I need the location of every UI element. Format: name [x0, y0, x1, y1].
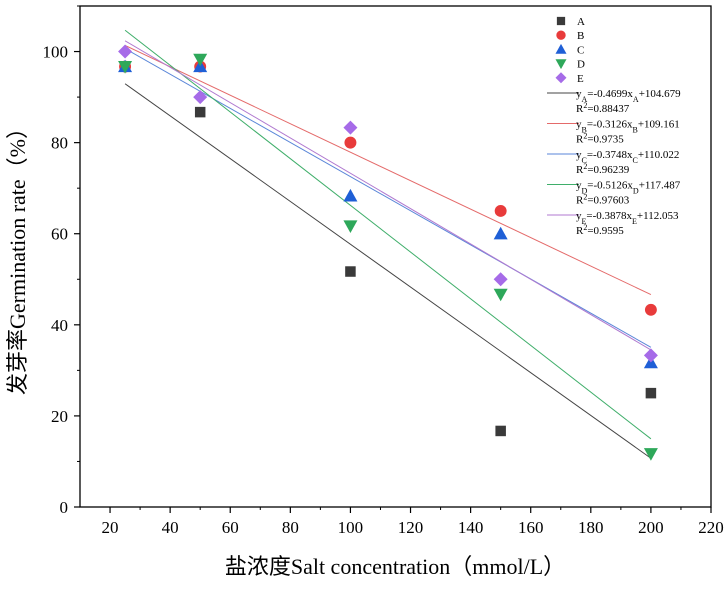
fit-r2-a: R2=0.88437: [576, 101, 630, 116]
fit-r2-c: R2=0.96239: [576, 162, 630, 177]
fit-r2-d: R2=0.97603: [576, 192, 630, 207]
legend-marker-b: [556, 30, 566, 40]
data-point-e: [643, 348, 658, 363]
data-point-b: [644, 303, 657, 316]
legend-marker-c: [555, 43, 567, 54]
y-tick-label: 20: [51, 407, 68, 426]
data-point-a: [345, 266, 356, 277]
fit-equation-b: yB=-0.3126xB+109.161: [576, 119, 680, 135]
legend-label-a: A: [577, 16, 585, 28]
data-points: [118, 44, 658, 461]
plot-area-frame: [79, 5, 712, 508]
data-point-e: [343, 120, 358, 135]
fit-line-d: [124, 29, 652, 440]
fit-line-a: [124, 83, 652, 459]
x-tick-label: 200: [638, 518, 664, 537]
fit-equation-c: yC=-0.3748xC+110.022: [576, 149, 679, 165]
data-point-b: [494, 205, 507, 217]
y-tick-label: 0: [60, 498, 69, 517]
fit-equation-d: yD=-0.5126xD+117.487: [576, 180, 681, 196]
data-point-d: [493, 288, 508, 302]
x-tick-label: 140: [458, 518, 484, 537]
fit-line-e: [124, 40, 652, 351]
data-point-a: [495, 425, 506, 437]
y-tick-label: 100: [43, 43, 69, 62]
x-tick-label: 180: [578, 518, 604, 537]
x-tick-label: 120: [398, 518, 424, 537]
y-tick-label: 60: [51, 225, 68, 244]
x-tick-label: 60: [222, 518, 239, 537]
x-tick-label: 40: [162, 518, 179, 537]
y-axis-title: 发芽率Germination rate（%）: [5, 117, 30, 395]
fit-equation-a: yA=-0.4699xA+104.679: [576, 88, 681, 104]
legend-marker-e: [555, 72, 567, 84]
data-point-b: [344, 136, 357, 149]
x-tick-label: 160: [518, 518, 544, 537]
fit-line-b: [124, 44, 652, 296]
data-point-e: [493, 272, 508, 287]
data-point-d: [193, 53, 208, 67]
data-point-e: [118, 44, 133, 59]
data-point-a: [645, 387, 657, 399]
x-tick-label: 20: [102, 518, 119, 537]
legend-marker-d: [555, 59, 567, 70]
data-point-e: [193, 90, 208, 105]
y-tick-label: 40: [51, 316, 68, 335]
data-point-d: [118, 60, 133, 74]
x-tick-label: 80: [282, 518, 299, 537]
legend-marker-a: [556, 16, 566, 26]
y-tick-label: 80: [51, 134, 68, 153]
fit-lines: [124, 29, 652, 459]
legend-label-e: E: [577, 73, 584, 85]
legend-label-d: D: [577, 59, 585, 71]
data-point-a: [194, 106, 206, 118]
data-point-d: [343, 220, 358, 233]
x-tick-label: 100: [338, 518, 364, 537]
x-tick-label: 220: [698, 518, 724, 537]
data-point-c: [343, 188, 358, 202]
legend-label-c: C: [577, 44, 584, 56]
data-point-c: [493, 226, 508, 240]
axis-ticks: 20 40 60 80 100 120 140 160 180 200 220 0 20 40 60 80 10…: [43, 5, 724, 537]
fit-r2-e: R2=0.9595: [576, 223, 624, 238]
legend-label-b: B: [577, 30, 584, 42]
data-point-d: [643, 448, 658, 461]
x-axis-title: 盐浓度Salt concentration（mmol/L）: [225, 554, 565, 579]
fit-r2-b: R2=0.9735: [576, 131, 624, 146]
fit-equation-e: yE=-0.3878xE+112.053: [576, 210, 679, 226]
